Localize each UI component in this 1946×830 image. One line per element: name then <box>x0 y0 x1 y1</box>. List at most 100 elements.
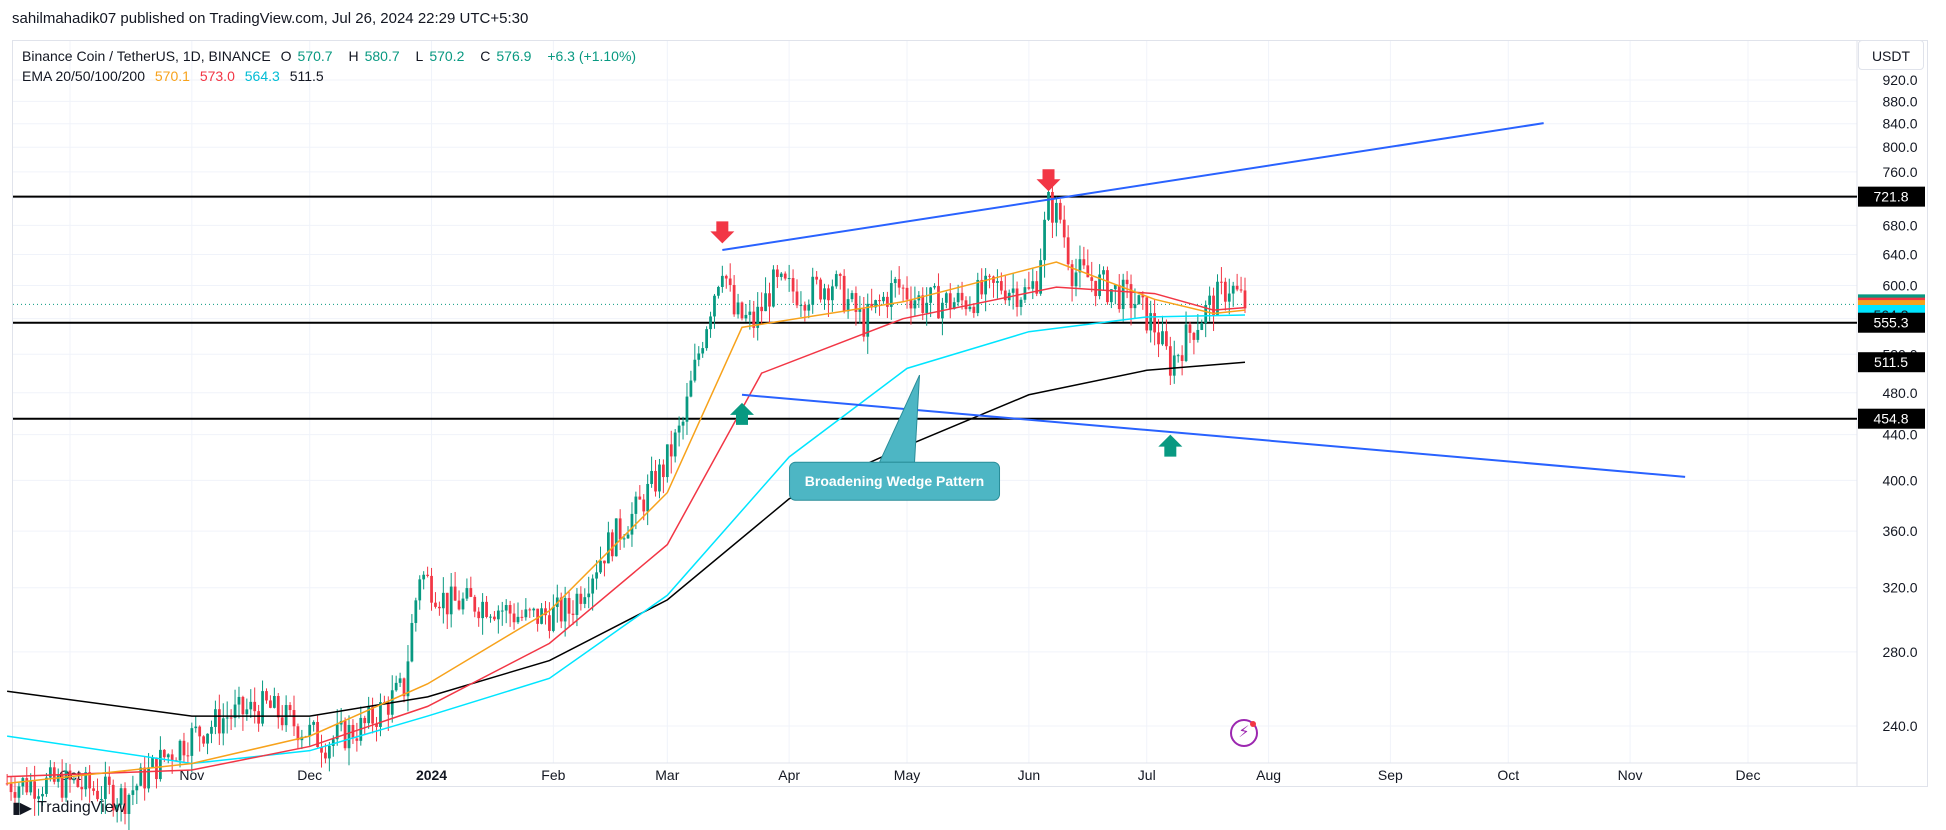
price-badge-label: 721.8 <box>1873 189 1908 205</box>
candle-body <box>500 610 504 612</box>
candle-body <box>850 293 854 300</box>
candle-body <box>693 359 697 381</box>
candle-body <box>9 783 13 793</box>
candle-body <box>799 305 803 307</box>
candle-body <box>795 291 799 306</box>
candle-body <box>367 706 371 724</box>
candle-body <box>956 292 960 303</box>
candle-body <box>1066 237 1070 265</box>
candle-body <box>1141 295 1145 298</box>
candle-body <box>622 538 626 540</box>
arrow-up-icon <box>1158 434 1183 457</box>
candle-body <box>618 518 622 540</box>
candle-body <box>933 286 936 288</box>
candle-body <box>100 798 103 800</box>
candle-body <box>143 767 147 789</box>
candle-body <box>1180 355 1184 361</box>
candle-body <box>316 721 319 747</box>
candle-body <box>697 353 701 360</box>
ema-label[interactable]: EMA 20/50/100/200 <box>22 68 145 84</box>
candle-body <box>952 302 956 309</box>
candle-body <box>673 432 677 457</box>
candle-body <box>1062 219 1066 238</box>
symbol-label[interactable]: Binance Coin / TetherUS, 1D, BINANCE <box>22 48 271 64</box>
candle-body <box>779 273 783 277</box>
candle-body <box>217 709 221 734</box>
candle-body <box>504 605 508 611</box>
candle-body <box>166 754 170 758</box>
candle-body <box>159 749 162 780</box>
candle-body <box>630 513 634 535</box>
price-badge <box>1858 186 1925 207</box>
candle-body <box>434 602 437 607</box>
candle-body <box>233 704 237 718</box>
candle-body <box>135 785 139 791</box>
candle-body <box>210 726 213 734</box>
candle-body <box>335 724 339 740</box>
candle-body <box>331 739 335 746</box>
y-tick-label: 240.0 <box>1882 718 1917 734</box>
candle-body <box>465 588 469 599</box>
candle-body <box>123 788 127 814</box>
candle-body <box>272 695 276 708</box>
candle-body <box>548 615 551 631</box>
candle-body <box>1227 293 1231 302</box>
candle-body <box>257 711 261 724</box>
candle-body <box>80 786 84 790</box>
x-tick-label: Nov <box>1618 767 1643 783</box>
candle-body <box>276 695 280 718</box>
candle-body <box>151 757 154 768</box>
candle-body <box>107 776 111 785</box>
candle-body <box>1121 279 1125 310</box>
candle-body <box>1043 219 1046 261</box>
candle-body <box>599 560 602 573</box>
change-value: +6.3 (+1.10%) <box>547 48 637 64</box>
candle-body <box>536 608 540 624</box>
x-tick-label: Nov <box>179 767 204 783</box>
candle-body <box>583 597 587 604</box>
candle-body <box>976 279 980 314</box>
candle-body <box>524 609 528 618</box>
candle-body <box>1157 332 1160 345</box>
candle-body <box>1003 290 1007 301</box>
candle-body <box>889 283 893 307</box>
candle-body <box>827 288 830 301</box>
candle-body <box>1133 304 1137 309</box>
candle-body <box>544 608 547 616</box>
candle-body <box>752 311 756 328</box>
candle-body <box>139 767 143 786</box>
candle-body <box>1196 329 1200 340</box>
candle-body <box>925 302 929 313</box>
candle-body <box>37 796 40 799</box>
x-tick-label: Aug <box>1256 767 1281 783</box>
candle-body <box>162 749 166 758</box>
candle-body <box>493 616 496 620</box>
candle-body <box>665 444 669 478</box>
y-tick-label: 880.0 <box>1882 93 1917 109</box>
candle-body <box>701 348 705 354</box>
candle-body <box>1090 277 1094 281</box>
candle-body <box>1102 270 1105 275</box>
published-info: sahilmahadik07 published on TradingView.… <box>12 10 529 27</box>
ema20-line <box>7 261 1246 785</box>
candle-body <box>426 574 429 576</box>
candle-body <box>469 588 473 597</box>
currency-selector[interactable]: USDT <box>1858 40 1924 70</box>
chart-frame[interactable] <box>12 40 1928 787</box>
lightning-icon[interactable]: ⚡ <box>1230 719 1258 747</box>
candle-body <box>229 717 233 719</box>
candle-body <box>1235 285 1239 290</box>
candle-body <box>147 767 150 789</box>
candle-body <box>1212 295 1215 316</box>
candle-body <box>772 269 775 307</box>
candle-body <box>284 705 288 726</box>
candle-body <box>681 421 685 426</box>
candle-body <box>984 275 988 295</box>
candle-body <box>988 275 991 277</box>
candle-body <box>1153 313 1156 333</box>
candle-body <box>261 691 264 724</box>
candle-body <box>685 396 689 422</box>
candle-body <box>897 279 901 288</box>
footer-brand[interactable]: ▮▶ TradingView <box>12 798 125 818</box>
